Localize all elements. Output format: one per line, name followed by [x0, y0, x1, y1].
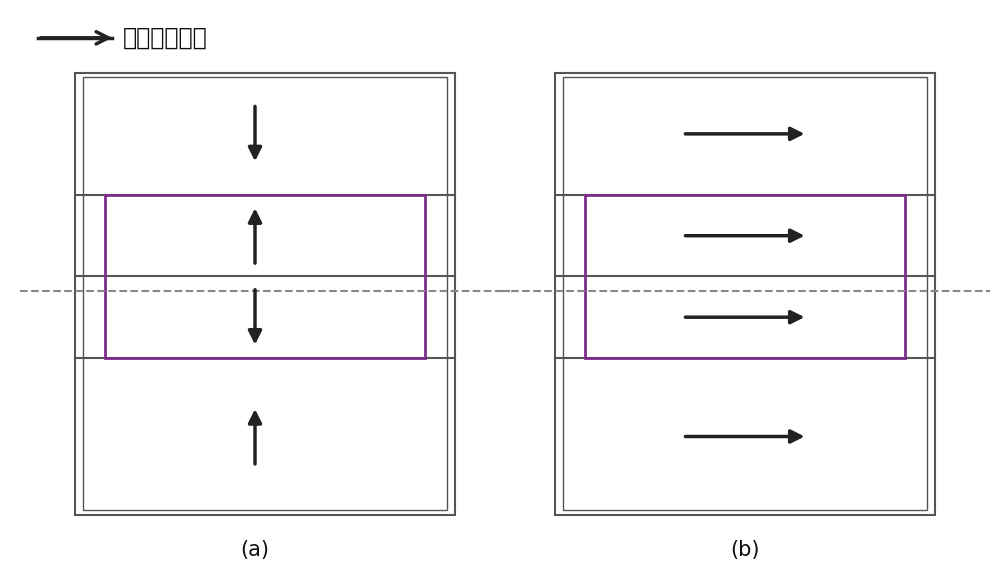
Bar [563, 77, 927, 510]
Bar [585, 195, 905, 358]
Bar [555, 73, 935, 515]
Bar [105, 195, 425, 358]
Text: 表示充磁方向: 表示充磁方向 [123, 26, 208, 50]
Bar [83, 77, 447, 510]
Text: (a): (a) [240, 540, 270, 560]
Text: (b): (b) [730, 540, 760, 560]
Bar [75, 73, 455, 515]
